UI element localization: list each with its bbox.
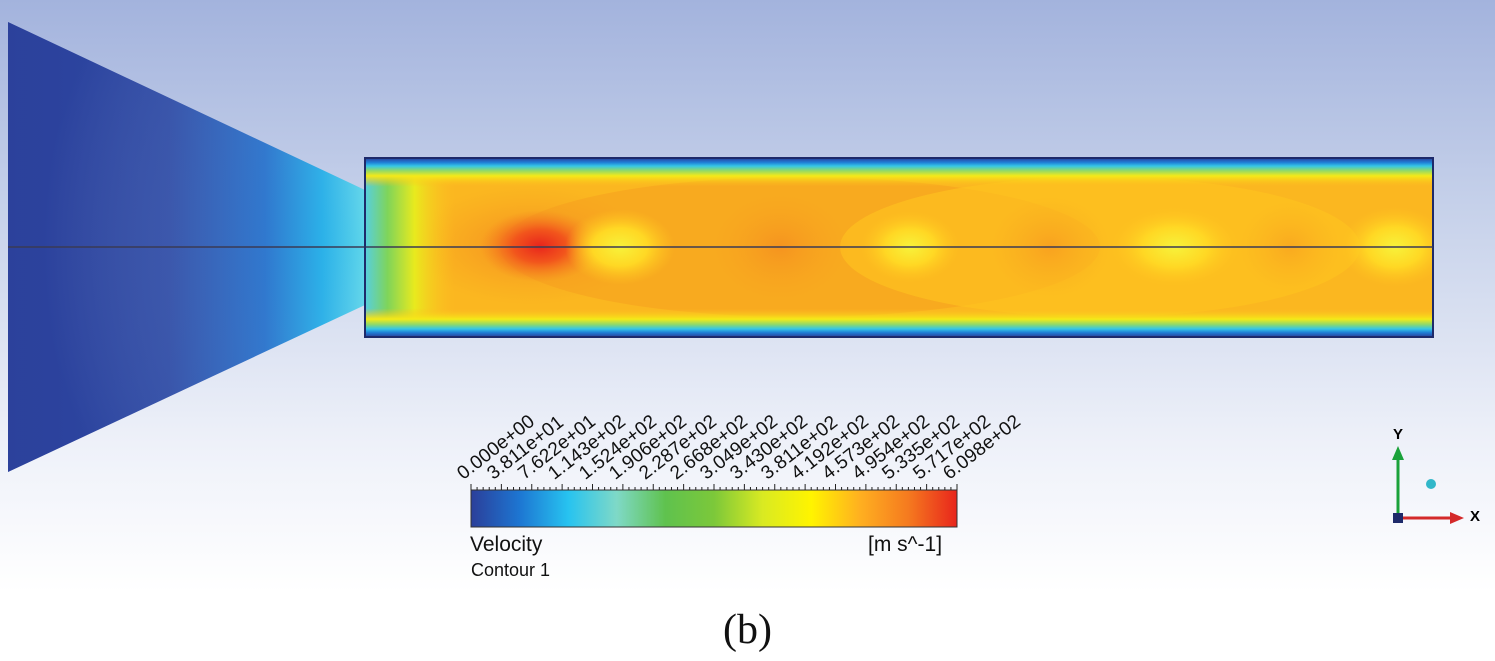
velocity-contour-plot [8,22,1464,528]
figure-label: (b) [723,607,772,653]
legend-unit-label: [m s^-1] [868,533,943,556]
legend-tick-marks [470,484,958,490]
cfd-viewport[interactable]: 0.000e+00 3.811e+01 7.622e+01 1.143e+02 1.52… [0,0,1495,592]
y-axis-letter: Y [1393,426,1404,443]
legend-colorbar [470,489,958,528]
legend-variable-label: Velocity [470,533,543,556]
x-axis-letter: X [1470,508,1481,525]
axis-triad [1392,446,1464,524]
legend-contour-name: Contour 1 [471,560,551,580]
